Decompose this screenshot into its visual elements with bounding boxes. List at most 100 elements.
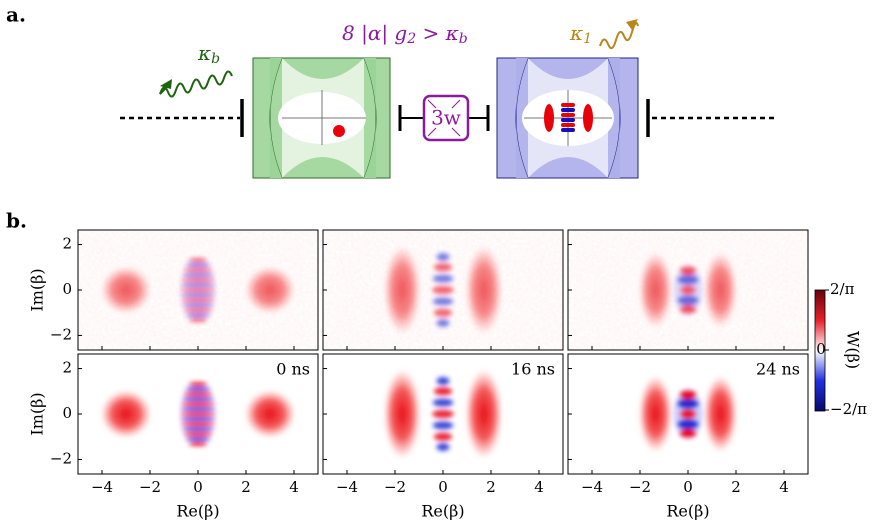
x-tick-label: −2 [139,478,161,496]
y-tick-label: 2 [62,359,72,377]
condition: 8 |α| g2 > κb [342,21,468,48]
arrowhead [626,19,638,30]
cat-lobe [544,104,554,132]
wigner-plot [323,354,563,474]
fringe [180,288,216,292]
fringe [432,410,454,418]
subscript: 1 [583,31,592,47]
cat-lobe [703,251,738,329]
x-tick-label: 0 [683,478,693,496]
wigner-plot [323,230,563,350]
fringe [180,407,216,411]
cat-lobe [465,245,503,335]
x-tick-label: −4 [581,478,603,496]
fringe [181,397,215,401]
wigner-plot [78,230,318,350]
fringe [436,442,450,451]
x-tick-label: 0 [438,478,448,496]
fringe [180,298,216,302]
wigner-plot [568,354,808,474]
panel-label: b. [6,209,27,233]
wigner-panels: −2 0 2 Im(β) −4 −2 0 2 4 −2 0 2 0 ns Re(β) Im(β) −4 −2 0 2… [28,229,809,521]
fringe [180,293,216,297]
y-tick-label: −2 [50,449,72,467]
x-tick-label: 2 [241,478,251,496]
fringes [561,103,575,132]
wigner [638,375,738,453]
fringe [183,308,213,312]
fringe [677,419,699,430]
fringe [433,308,453,317]
fringe [433,387,453,396]
text: > κ [416,21,459,45]
wigner [383,369,503,459]
fringe [185,437,211,441]
cat-lobe [100,390,152,438]
y-axis-label: Im(β) [28,268,47,311]
time-label: 0 ns [276,360,310,379]
fringe [180,417,216,421]
symbol: κ [569,21,583,45]
y-tick-label: −2 [50,325,72,343]
fringe [181,273,215,277]
fringe [181,427,215,431]
kappa-b: κb [197,41,220,68]
fringe [432,297,454,306]
fringe [183,432,213,436]
fringe [185,313,211,317]
colorbar-tick-label: 0 [816,340,826,358]
emission [599,22,639,50]
wigner [100,258,296,322]
fringe [436,377,450,386]
cat-lobe [703,375,738,453]
cat-lobe [244,266,296,314]
fringe [679,409,697,419]
symbol: κ [197,41,211,65]
x-tick-label: −4 [336,478,358,496]
x-tick-label: 0 [193,478,203,496]
cat-lobe [100,266,152,314]
x-tick-label: 2 [731,478,741,496]
fringe [433,432,453,441]
fringe [188,442,208,446]
wigner [638,251,738,329]
cat-lobe [583,104,593,132]
fringe [181,303,215,307]
panel-label: a. [6,3,26,27]
x-tick-label: −2 [384,478,406,496]
fringe [188,382,208,386]
fringe [436,253,450,262]
coupler-hatch [427,99,461,137]
x-tick-label: 4 [289,478,299,496]
colorbar-tick-label: −2/π [830,400,867,418]
fringe [188,258,208,262]
fringe [677,295,699,306]
fringe [185,387,211,391]
fringe [432,398,454,407]
coherent-state [333,125,345,137]
x-tick-label: 2 [486,478,496,496]
coupler: 3w [431,106,461,130]
fringe [432,286,454,294]
text: 8 |α| g [342,21,407,46]
cat-lobe [244,390,296,438]
fringe [679,304,697,314]
fringe [183,392,213,396]
wigner [100,382,296,446]
fringe [432,274,454,283]
y-tick-label: 0 [62,404,72,422]
subscript: b [459,31,468,47]
fringe [679,285,697,295]
mirror [269,57,377,179]
x-tick-label: −4 [91,478,113,496]
x-tick-label: 4 [534,478,544,496]
colorbar-label: W(β) [844,331,863,369]
time-label: 16 ns [511,360,555,379]
fringe [679,266,697,276]
x-axis-label: Re(β) [176,502,219,521]
fringe [185,263,211,267]
fringe [677,398,699,409]
fringe [677,274,699,285]
fringe [188,318,208,322]
